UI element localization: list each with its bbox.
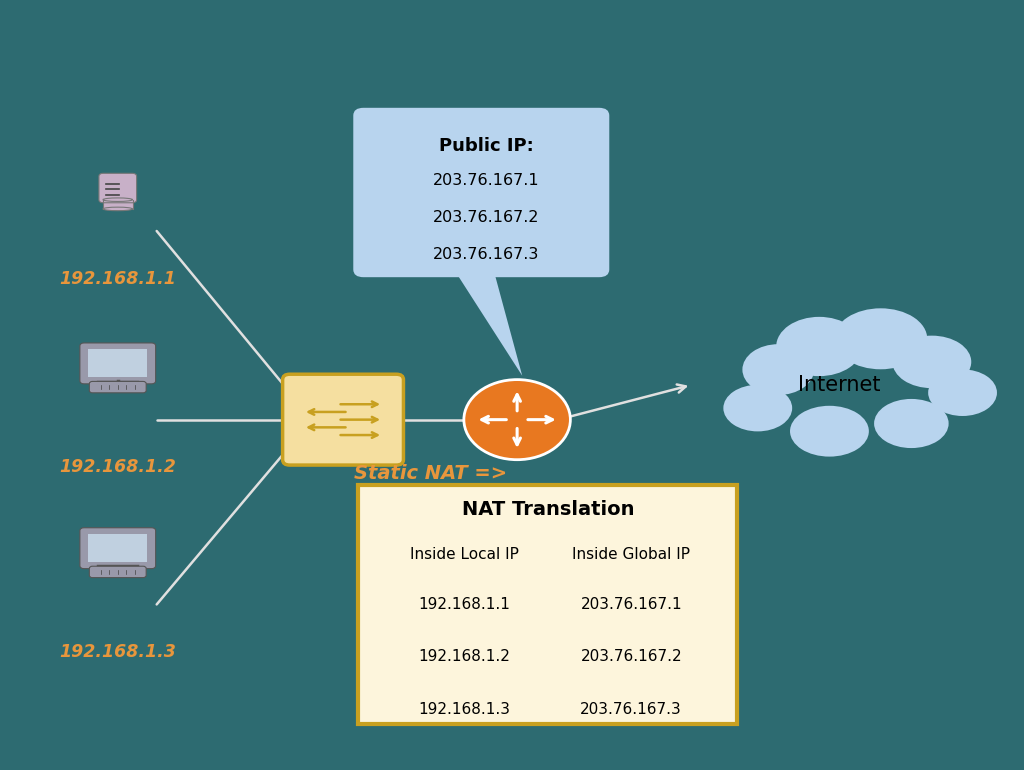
FancyBboxPatch shape xyxy=(103,199,132,209)
FancyBboxPatch shape xyxy=(99,173,136,203)
Ellipse shape xyxy=(464,380,570,460)
Text: 192.168.1.1: 192.168.1.1 xyxy=(419,597,510,612)
Text: Inside Global IP: Inside Global IP xyxy=(572,547,690,562)
Text: 192.168.1.2: 192.168.1.2 xyxy=(59,458,176,477)
Text: 192.168.1.3: 192.168.1.3 xyxy=(419,701,511,717)
Ellipse shape xyxy=(834,308,928,370)
Text: 203.76.167.1: 203.76.167.1 xyxy=(581,597,682,612)
FancyBboxPatch shape xyxy=(283,374,403,465)
Ellipse shape xyxy=(874,399,948,448)
Text: 203.76.167.2: 203.76.167.2 xyxy=(581,649,682,665)
Text: Public IP:: Public IP: xyxy=(439,137,534,156)
Text: Inside Local IP: Inside Local IP xyxy=(410,547,519,562)
FancyBboxPatch shape xyxy=(89,566,146,578)
Ellipse shape xyxy=(791,406,868,457)
Text: 203.76.167.3: 203.76.167.3 xyxy=(581,701,682,717)
Text: Internet: Internet xyxy=(799,375,881,395)
Text: NAT Translation: NAT Translation xyxy=(462,500,634,519)
FancyBboxPatch shape xyxy=(88,534,147,562)
FancyBboxPatch shape xyxy=(89,381,146,393)
Text: 203.76.167.3: 203.76.167.3 xyxy=(433,246,540,262)
Text: 203.76.167.2: 203.76.167.2 xyxy=(433,209,540,225)
FancyBboxPatch shape xyxy=(80,527,156,568)
Ellipse shape xyxy=(928,370,997,416)
Ellipse shape xyxy=(103,198,132,202)
Text: 192.168.1.1: 192.168.1.1 xyxy=(59,270,176,288)
Text: 203.76.167.1: 203.76.167.1 xyxy=(433,172,540,188)
Text: 192.168.1.3: 192.168.1.3 xyxy=(59,643,176,661)
Text: 192.168.1.2: 192.168.1.2 xyxy=(419,649,510,665)
Polygon shape xyxy=(453,268,522,376)
FancyBboxPatch shape xyxy=(353,108,609,277)
Ellipse shape xyxy=(892,336,971,388)
FancyBboxPatch shape xyxy=(358,485,737,724)
Ellipse shape xyxy=(723,385,793,431)
Ellipse shape xyxy=(776,317,862,377)
Ellipse shape xyxy=(742,344,814,395)
FancyBboxPatch shape xyxy=(80,343,156,384)
Text: Static NAT =>: Static NAT => xyxy=(353,464,507,483)
FancyBboxPatch shape xyxy=(88,350,147,377)
Ellipse shape xyxy=(103,207,132,211)
